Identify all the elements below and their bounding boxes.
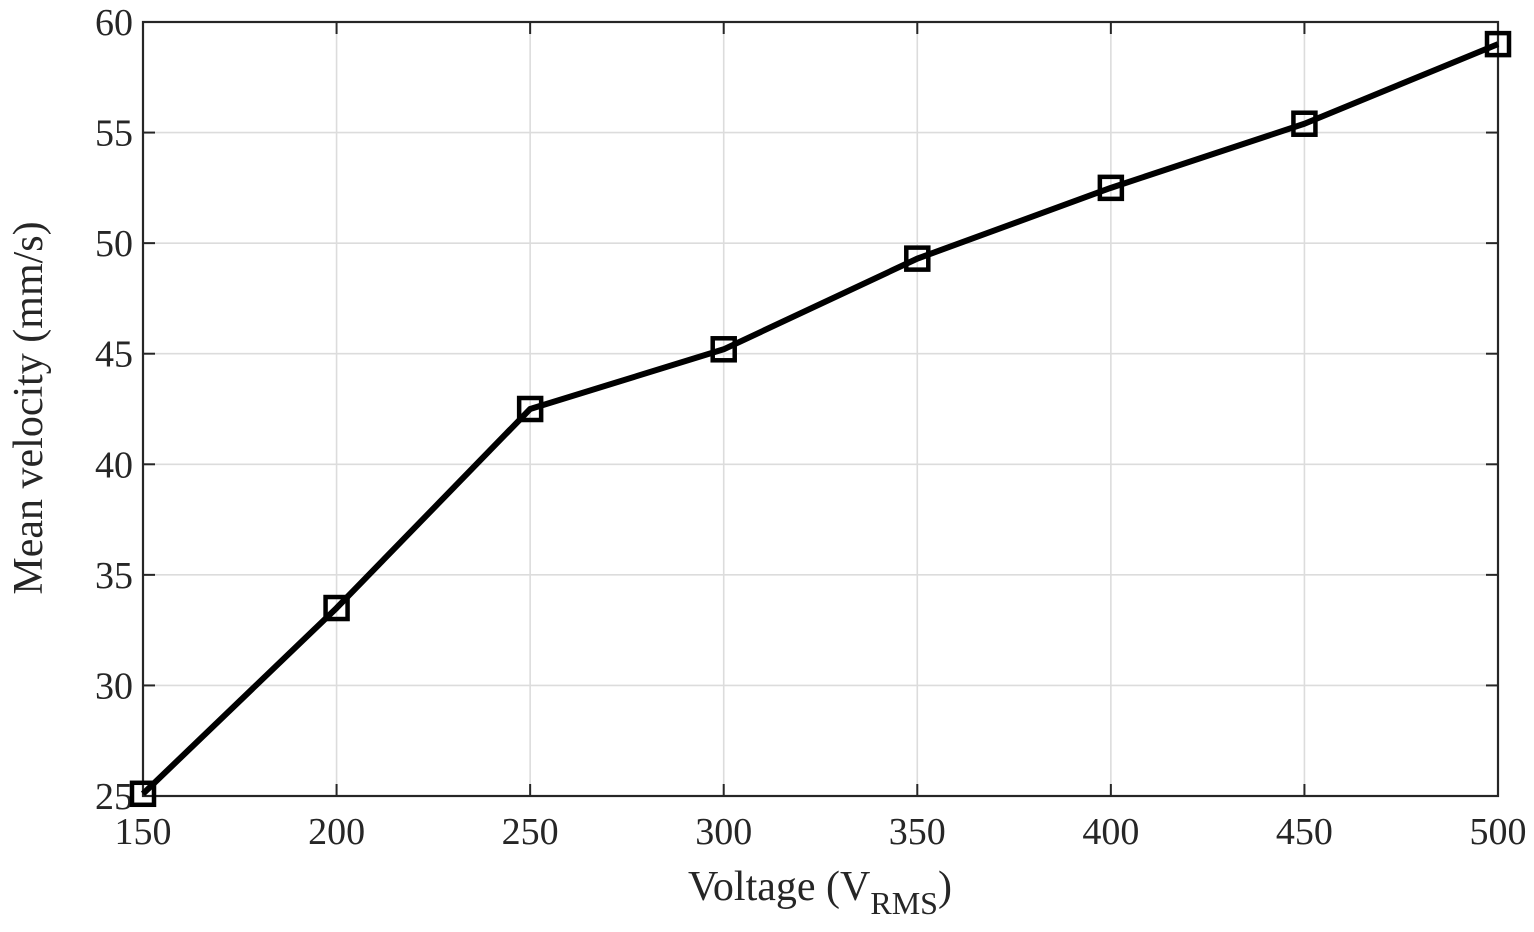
y-tick-label: 25 xyxy=(95,776,133,818)
data-point-marker xyxy=(710,336,737,363)
grid-lines xyxy=(142,21,1499,797)
x-tick-label: 450 xyxy=(1276,811,1333,853)
x-tick-label: 350 xyxy=(889,811,946,853)
x-axis-title-close: ) xyxy=(938,864,952,910)
data-point-marker xyxy=(516,395,544,423)
x-tick-label: 200 xyxy=(308,811,365,853)
y-tick-label: 40 xyxy=(95,444,133,486)
x-axis-title-subscript: RMS xyxy=(870,885,938,921)
y-tick-label: 55 xyxy=(95,113,133,155)
data-point-marker xyxy=(904,245,931,272)
y-tick-label: 30 xyxy=(95,665,133,707)
y-tick-label: 60 xyxy=(95,2,133,44)
x-axis-title: Voltage (VRMS) xyxy=(688,864,952,921)
x-tick-label: 150 xyxy=(115,811,172,853)
x-tick-labels: 150 200 250 300 350 400 450 500 xyxy=(115,811,1527,853)
y-tick-label: 35 xyxy=(95,555,133,597)
x-axis-title-main: Voltage (V xyxy=(688,864,870,910)
x-tick-label: 500 xyxy=(1470,811,1527,853)
x-tick-label: 300 xyxy=(695,811,752,853)
data-point-marker xyxy=(1291,110,1318,137)
x-tick-label: 400 xyxy=(1082,811,1139,853)
data-point-marker xyxy=(1097,174,1125,202)
series-line xyxy=(140,41,1500,796)
y-tick-labels: 25 30 35 40 45 50 55 60 xyxy=(95,2,133,818)
y-tick-label: 50 xyxy=(95,223,133,265)
data-point-marker xyxy=(323,594,350,622)
plot-area-frame xyxy=(141,20,1500,798)
data-point-marker xyxy=(1484,30,1512,58)
data-point-marker xyxy=(129,780,157,808)
axis-ticks xyxy=(142,21,1499,797)
y-axis-title: Mean velocity (mm/s) xyxy=(6,221,52,594)
data-markers xyxy=(129,30,1512,808)
y-tick-label: 45 xyxy=(95,334,133,376)
x-tick-label: 250 xyxy=(502,811,559,853)
